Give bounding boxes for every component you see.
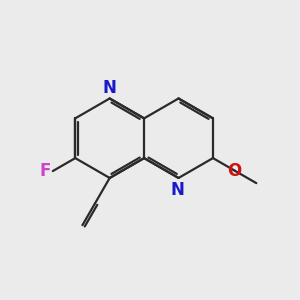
Text: N: N [170,181,184,199]
Text: N: N [103,79,117,97]
Text: O: O [227,162,242,180]
Text: F: F [39,162,50,180]
